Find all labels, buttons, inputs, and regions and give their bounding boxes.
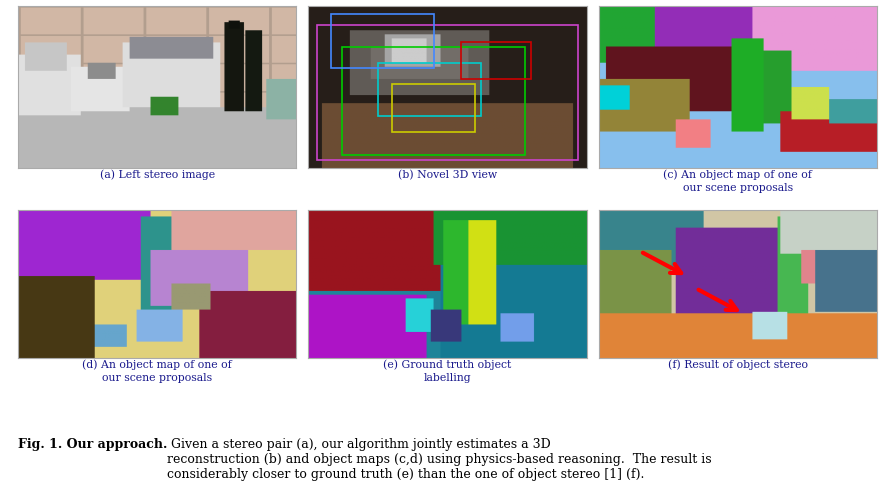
Bar: [316, 26, 578, 160]
Bar: [341, 46, 525, 155]
Text: (a) Left stereo image: (a) Left stereo image: [99, 170, 214, 181]
Text: (d) An object map of one of
our scene proposals: (d) An object map of one of our scene pr…: [82, 360, 232, 383]
Text: (f) Result of object stereo: (f) Result of object stereo: [667, 360, 807, 370]
Text: Fig. 1. Our approach.: Fig. 1. Our approach.: [18, 438, 167, 451]
Text: (c) An object map of one of
our scene proposals: (c) An object map of one of our scene pr…: [663, 170, 812, 193]
Bar: [461, 42, 531, 79]
Bar: [392, 84, 475, 132]
Text: (e) Ground truth object
labelling: (e) Ground truth object labelling: [383, 360, 511, 383]
Bar: [377, 63, 480, 116]
Text: Given a stereo pair (a), our algorithm jointly estimates a 3D
reconstruction (b): Given a stereo pair (a), our algorithm j…: [167, 438, 711, 481]
Text: (b) Novel 3D view: (b) Novel 3D view: [398, 170, 496, 180]
Bar: [330, 14, 433, 68]
